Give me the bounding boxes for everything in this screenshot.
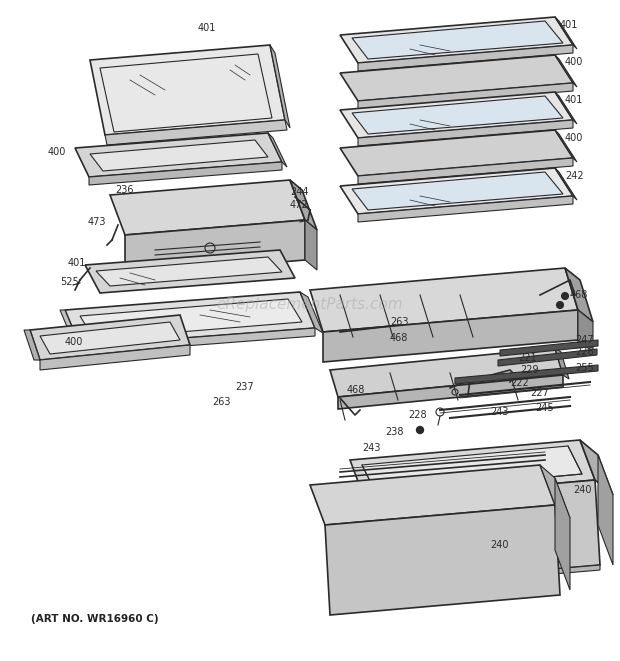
Polygon shape bbox=[40, 345, 190, 370]
Text: 401: 401 bbox=[68, 258, 86, 268]
Polygon shape bbox=[555, 348, 569, 379]
Polygon shape bbox=[580, 440, 613, 495]
Text: 525: 525 bbox=[60, 277, 79, 287]
Text: 227: 227 bbox=[530, 388, 549, 398]
Text: (ART NO. WR16960 C): (ART NO. WR16960 C) bbox=[31, 614, 159, 624]
Polygon shape bbox=[24, 330, 40, 360]
Polygon shape bbox=[290, 180, 317, 230]
Text: 255: 255 bbox=[575, 363, 594, 373]
Text: 228: 228 bbox=[408, 410, 427, 420]
Text: 468: 468 bbox=[570, 290, 588, 300]
Polygon shape bbox=[358, 45, 573, 71]
Polygon shape bbox=[350, 440, 595, 500]
Text: 245: 245 bbox=[535, 403, 554, 413]
Polygon shape bbox=[358, 158, 573, 184]
Polygon shape bbox=[300, 292, 323, 333]
Text: 243: 243 bbox=[362, 443, 381, 453]
Text: 400: 400 bbox=[565, 57, 583, 67]
Text: 243: 243 bbox=[490, 407, 508, 417]
Text: 247: 247 bbox=[575, 335, 593, 345]
Polygon shape bbox=[555, 130, 577, 162]
Polygon shape bbox=[358, 83, 573, 109]
Polygon shape bbox=[555, 17, 577, 49]
Text: 401: 401 bbox=[565, 95, 583, 105]
Polygon shape bbox=[65, 292, 315, 346]
Polygon shape bbox=[105, 120, 287, 145]
Text: 473: 473 bbox=[88, 217, 107, 227]
Polygon shape bbox=[365, 480, 600, 585]
Text: 240: 240 bbox=[573, 485, 591, 495]
Polygon shape bbox=[358, 120, 573, 146]
Text: 242: 242 bbox=[565, 171, 583, 181]
Polygon shape bbox=[270, 45, 290, 128]
Polygon shape bbox=[80, 299, 302, 339]
Polygon shape bbox=[305, 220, 317, 270]
Text: 472: 472 bbox=[290, 200, 309, 210]
Circle shape bbox=[562, 293, 569, 299]
Polygon shape bbox=[75, 133, 282, 177]
Polygon shape bbox=[268, 133, 287, 167]
Text: 400: 400 bbox=[565, 133, 583, 143]
Polygon shape bbox=[498, 349, 597, 366]
Text: 401: 401 bbox=[560, 20, 578, 30]
Polygon shape bbox=[310, 465, 555, 525]
Polygon shape bbox=[555, 55, 577, 87]
Polygon shape bbox=[565, 268, 593, 322]
Text: 400: 400 bbox=[65, 337, 83, 347]
Polygon shape bbox=[578, 310, 593, 352]
Polygon shape bbox=[370, 565, 600, 590]
Polygon shape bbox=[500, 340, 598, 356]
Polygon shape bbox=[340, 17, 573, 63]
Text: 226: 226 bbox=[575, 347, 593, 357]
Polygon shape bbox=[352, 21, 563, 59]
Polygon shape bbox=[330, 348, 563, 397]
Text: 236: 236 bbox=[115, 185, 133, 195]
Text: 238: 238 bbox=[385, 427, 404, 437]
Text: 229: 229 bbox=[520, 365, 539, 375]
Circle shape bbox=[557, 301, 564, 309]
Polygon shape bbox=[540, 465, 570, 518]
Text: 263: 263 bbox=[212, 397, 231, 407]
Polygon shape bbox=[340, 92, 573, 138]
Polygon shape bbox=[555, 168, 577, 200]
Text: 468: 468 bbox=[347, 385, 365, 395]
Polygon shape bbox=[90, 45, 285, 135]
Circle shape bbox=[417, 426, 423, 434]
Polygon shape bbox=[340, 55, 573, 101]
Polygon shape bbox=[310, 268, 578, 332]
Polygon shape bbox=[40, 322, 180, 354]
Text: 221: 221 bbox=[518, 353, 537, 363]
Polygon shape bbox=[555, 92, 577, 124]
Polygon shape bbox=[110, 180, 305, 235]
Text: 400: 400 bbox=[48, 147, 66, 157]
Polygon shape bbox=[325, 505, 560, 615]
Polygon shape bbox=[352, 96, 563, 134]
Text: 468: 468 bbox=[390, 333, 409, 343]
Polygon shape bbox=[358, 196, 573, 222]
Polygon shape bbox=[85, 250, 295, 293]
Polygon shape bbox=[90, 140, 268, 171]
Polygon shape bbox=[340, 130, 573, 176]
Text: 222: 222 bbox=[510, 378, 529, 388]
Text: 237: 237 bbox=[235, 382, 254, 392]
Polygon shape bbox=[362, 446, 582, 493]
Polygon shape bbox=[340, 168, 573, 214]
Text: 244: 244 bbox=[290, 187, 309, 197]
Polygon shape bbox=[323, 310, 578, 362]
Text: 240: 240 bbox=[490, 540, 508, 550]
Polygon shape bbox=[96, 257, 282, 286]
Polygon shape bbox=[338, 375, 563, 409]
Polygon shape bbox=[555, 478, 570, 590]
Polygon shape bbox=[455, 365, 598, 384]
Polygon shape bbox=[125, 220, 305, 275]
Polygon shape bbox=[598, 455, 613, 565]
Polygon shape bbox=[352, 172, 563, 210]
Text: 401: 401 bbox=[198, 23, 216, 33]
Polygon shape bbox=[89, 162, 282, 185]
Text: eReplacementParts.com: eReplacementParts.com bbox=[216, 297, 404, 311]
Text: 263: 263 bbox=[390, 317, 409, 327]
Polygon shape bbox=[30, 315, 190, 360]
Polygon shape bbox=[60, 310, 80, 346]
Polygon shape bbox=[80, 328, 315, 354]
